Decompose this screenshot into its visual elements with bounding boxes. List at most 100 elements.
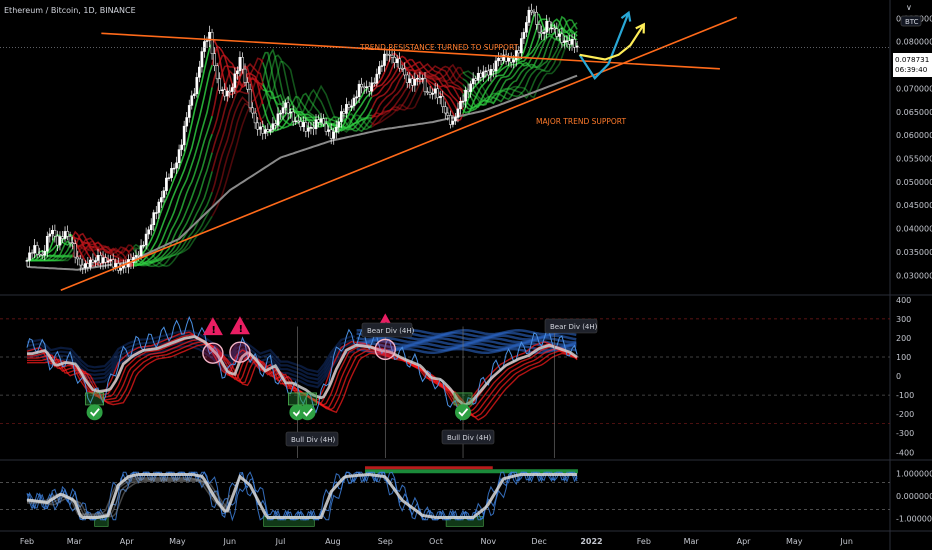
candle	[144, 233, 148, 246]
candle	[499, 57, 503, 61]
ribbon-line	[371, 66, 464, 128]
candle	[423, 78, 427, 92]
candle	[104, 257, 107, 263]
candle	[152, 212, 156, 226]
warning-mark-glyph: !	[211, 325, 216, 336]
candle	[312, 127, 315, 130]
candle	[555, 28, 559, 37]
candle	[479, 72, 483, 78]
candle	[512, 59, 516, 63]
bull-check-circle	[299, 404, 316, 421]
candle	[137, 255, 140, 257]
candle	[481, 71, 485, 78]
candle	[350, 105, 353, 108]
candle	[299, 121, 303, 128]
resistance-trendline[interactable]	[101, 32, 720, 70]
candle	[337, 121, 341, 128]
time-axis-tick: May	[169, 537, 186, 546]
time-axis-tick: Dec	[531, 537, 546, 546]
low-axis-tick: 1.000000	[896, 469, 932, 478]
currency-badge[interactable]	[900, 15, 922, 27]
candle	[461, 100, 465, 103]
candle	[187, 105, 191, 118]
candle	[225, 90, 229, 97]
candles	[25, 3, 579, 275]
time-axis-tick: Nov	[481, 537, 497, 546]
candle	[433, 88, 437, 94]
bull-zone-box	[453, 392, 473, 406]
candle	[114, 263, 118, 268]
candle	[51, 230, 54, 235]
candle	[484, 70, 488, 73]
osc-axis-tick: 100	[896, 353, 911, 362]
candle	[400, 67, 404, 70]
candle	[487, 70, 490, 76]
candle	[243, 68, 247, 83]
candle	[248, 88, 252, 109]
candle	[319, 118, 323, 123]
yellow-forecast-arrowhead	[635, 22, 645, 34]
menu-chevron-icon[interactable]: ∨	[906, 3, 912, 12]
candle	[48, 233, 52, 237]
osc-band-line	[26, 329, 355, 374]
blue-forecast-path[interactable]	[578, 12, 630, 80]
price-axis-tick: 0.065000	[896, 108, 932, 117]
bull-div-label-1: Bull Div (4H)	[285, 431, 339, 447]
candle	[177, 149, 181, 164]
symbol-title[interactable]: Ethereum / Bitcoin, 1D, BINANCE	[4, 6, 136, 15]
low-main-line	[27, 473, 578, 519]
warning-mark-glyph: !	[238, 324, 243, 335]
price-axis-tick: 0.035000	[896, 248, 932, 257]
candle	[393, 56, 396, 63]
warning-triangle-icon	[202, 317, 223, 336]
candle	[438, 96, 442, 99]
candle	[210, 31, 214, 54]
osc-axis-tick: 200	[896, 334, 911, 343]
last-price-value: 0.078731	[895, 55, 929, 64]
candle	[507, 57, 510, 62]
candle	[43, 250, 47, 256]
candle	[142, 244, 145, 247]
price-pane[interactable]	[0, 3, 890, 292]
bear-div-label-2: Bear Div (4H)	[544, 318, 598, 334]
time-axis-tick: Mar	[684, 537, 700, 546]
candle	[61, 236, 64, 239]
candle	[563, 40, 566, 43]
price-axis-tick: 0.080000	[896, 38, 932, 47]
price-axis-tick: 0.045000	[896, 201, 932, 210]
candle	[165, 177, 168, 191]
candle	[552, 27, 556, 30]
countdown-timer: 06:39:40	[895, 65, 928, 74]
candle	[281, 107, 285, 114]
time-axis-tick: Jun	[839, 537, 853, 546]
candle	[545, 21, 549, 33]
time-axis-tick: Jun	[223, 537, 237, 546]
blue-forecast-arrowhead	[620, 10, 632, 22]
candle	[517, 50, 521, 54]
candle	[203, 41, 206, 52]
candle	[170, 168, 173, 178]
bear-divergence-circle	[202, 342, 224, 364]
ribbon-line	[27, 255, 74, 262]
support-trendline[interactable]	[60, 16, 738, 292]
candle	[258, 126, 262, 130]
candle	[540, 31, 543, 34]
candle	[106, 260, 110, 263]
candle	[195, 77, 199, 95]
candle	[530, 9, 533, 13]
yellow-forecast-path[interactable]	[579, 23, 645, 61]
time-axis-tick: Oct	[429, 537, 443, 546]
bull-div-text-2: Bull Div (4H)	[447, 434, 492, 442]
candle	[421, 78, 424, 80]
candle	[208, 31, 211, 41]
candle	[334, 126, 338, 133]
ribbon-line	[371, 72, 464, 126]
candle	[454, 117, 457, 122]
candle	[525, 22, 528, 33]
candle	[279, 112, 282, 115]
candle	[489, 68, 493, 76]
price-axis-tick: 0.040000	[896, 225, 932, 234]
lower-oscillator-pane[interactable]	[0, 466, 890, 527]
candle	[218, 78, 222, 91]
